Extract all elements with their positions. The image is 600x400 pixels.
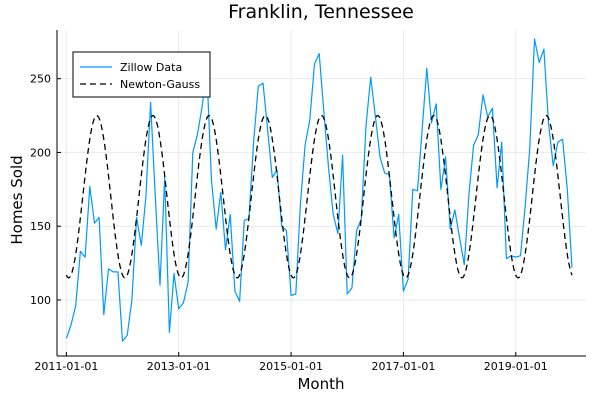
x-tick-label: 2011-01-01 (34, 360, 98, 373)
x-tick-label: 2013-01-01 (147, 360, 211, 373)
legend-label-newton-gauss: Newton-Gauss (120, 78, 200, 91)
series-layer (65, 38, 573, 342)
legend-box (72, 51, 211, 98)
y-tick-label: 200 (30, 146, 51, 159)
series-line-newton-gauss (65, 114, 573, 279)
tick-labels: 2011-01-01 2013-01-01 2015-01-01 2017-01-01… (30, 73, 548, 373)
x-tick-label: 2019-01-01 (484, 360, 548, 373)
x-axis-label: Month (297, 375, 344, 393)
y-tick-label: 100 (30, 294, 51, 307)
y-tick-label: 250 (30, 73, 51, 86)
chart-title: Franklin, Tennessee (228, 1, 414, 23)
y-axis-label: Homes Sold (8, 155, 26, 244)
x-tick-label: 2015-01-01 (259, 360, 323, 373)
legend-label-zillow: Zillow Data (120, 61, 182, 74)
axes (56, 30, 586, 357)
x-tick-label: 2017-01-01 (371, 360, 435, 373)
y-tick-label: 150 (30, 220, 51, 233)
legend: Zillow Data Newton-Gauss (72, 51, 211, 98)
